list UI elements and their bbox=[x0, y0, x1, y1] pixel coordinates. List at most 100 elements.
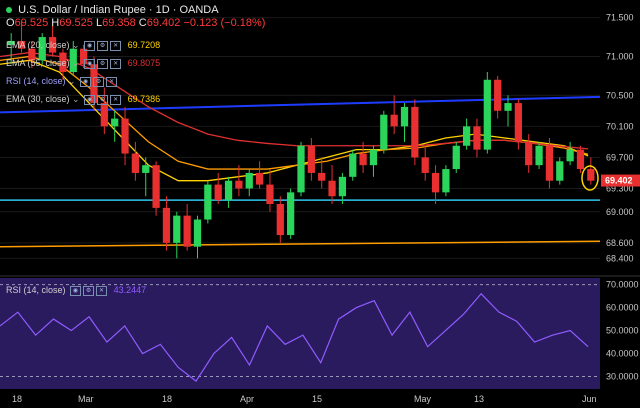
candle-body bbox=[566, 149, 574, 162]
candle bbox=[369, 145, 378, 177]
rsi-panel-value: 43.2447 bbox=[113, 285, 147, 295]
candle bbox=[183, 204, 191, 251]
rsi-panel-close-icon[interactable]: ✕ bbox=[96, 285, 108, 296]
ema30-chevron-icon[interactable]: ⌄ bbox=[72, 94, 80, 104]
rsi-line bbox=[0, 284, 600, 382]
candle-body bbox=[121, 118, 129, 154]
candle bbox=[142, 157, 150, 197]
rsi-main-eye-icon[interactable]: ◉ bbox=[80, 76, 92, 87]
price-axis: 71.500 71.000 70.500 70.100 69.700 69.300 69.0… bbox=[601, 13, 640, 263]
candle bbox=[287, 188, 295, 239]
legend-ema20[interactable]: EMA (20, close) ⌄ ◉ ⚙ ✕ 69.7208 bbox=[6, 40, 160, 51]
ema20-eye-icon[interactable]: ◉ bbox=[84, 40, 96, 51]
legend-ema30[interactable]: EMA (30, close) ⌄ ◉ ⚙ ✕ 69.7386 bbox=[6, 94, 160, 105]
time-axis: 18 Mar 18 Apr 15 May 13 Jun bbox=[12, 394, 597, 404]
candle bbox=[411, 99, 419, 166]
candle bbox=[111, 110, 119, 142]
rsi-series-line bbox=[0, 292, 589, 382]
candle-body bbox=[214, 184, 222, 201]
rsi-panel-bg bbox=[0, 278, 600, 389]
candle bbox=[462, 118, 471, 150]
candle bbox=[338, 172, 347, 204]
candle-body bbox=[390, 114, 398, 127]
ema-lines bbox=[0, 51, 589, 182]
candle bbox=[307, 138, 315, 181]
price-tick-label: 71.500 bbox=[606, 13, 634, 23]
candle bbox=[152, 161, 160, 216]
candle bbox=[297, 141, 305, 197]
candle bbox=[276, 196, 284, 243]
candle bbox=[535, 141, 543, 170]
candle-body bbox=[266, 184, 274, 204]
candle-body bbox=[245, 172, 253, 189]
candle bbox=[59, 48, 67, 80]
ema30-close-icon[interactable]: ✕ bbox=[110, 94, 122, 105]
rsi-tick-label: 40.0000 bbox=[606, 349, 639, 359]
rsi-main-chevron-icon[interactable]: ⌄ bbox=[68, 76, 76, 86]
legend-rsi-panel[interactable]: RSI (14, close) ◉ ⚙ ✕ 43.2447 bbox=[6, 285, 146, 296]
candle bbox=[255, 161, 264, 189]
candle-body bbox=[318, 172, 326, 181]
candle bbox=[48, 25, 57, 57]
time-tick-label: Mar bbox=[78, 394, 94, 404]
candle-body bbox=[224, 180, 233, 201]
time-tick-label: Jun bbox=[582, 394, 597, 404]
legend-ema55[interactable]: EMA (55, close) ⌄ ◉ ⚙ ✕ 69.8075 bbox=[6, 58, 160, 69]
candles bbox=[7, 21, 595, 259]
candle-body bbox=[576, 149, 585, 170]
ema30-eye-icon[interactable]: ◉ bbox=[84, 94, 96, 105]
candle-body bbox=[307, 145, 315, 173]
ema20-settings-icon[interactable]: ⚙ bbox=[97, 40, 109, 51]
legend-rsi-main[interactable]: RSI (14, close) ⌄ ◉ ⚙ ✕ bbox=[6, 76, 118, 87]
candle-body bbox=[452, 145, 460, 170]
candle bbox=[556, 157, 564, 185]
low-label: L bbox=[95, 17, 103, 29]
time-tick-label: 15 bbox=[312, 394, 322, 404]
ema55-eye-icon[interactable]: ◉ bbox=[84, 58, 96, 69]
rsi-tick-label: 60.0000 bbox=[606, 303, 639, 313]
candle-body bbox=[535, 145, 543, 166]
ema20-close-icon[interactable]: ✕ bbox=[110, 40, 122, 51]
candle bbox=[504, 95, 512, 127]
candle-body bbox=[7, 40, 15, 45]
symbol-status-dot bbox=[6, 7, 12, 14]
candle bbox=[525, 134, 533, 173]
symbol-title: U.S. Dollar / Indian Rupee · 1D · OANDA bbox=[18, 4, 219, 16]
ema55-settings-icon[interactable]: ⚙ bbox=[97, 58, 109, 69]
price-tick-label: 69.700 bbox=[606, 152, 634, 162]
candle-body bbox=[411, 106, 419, 158]
candle-body bbox=[255, 172, 264, 185]
candle-body bbox=[162, 207, 171, 243]
close-value: 69.402 bbox=[146, 17, 181, 29]
rsi-main-name: RSI (14, close) bbox=[6, 76, 66, 86]
symbol-header: U.S. Dollar / Indian Rupee · 1D · OANDA bbox=[6, 4, 219, 16]
rsi-main-close-icon[interactable]: ✕ bbox=[106, 76, 118, 87]
high-value: 69.525 bbox=[59, 17, 93, 29]
rsi-main-settings-icon[interactable]: ⚙ bbox=[93, 76, 105, 87]
rsi-panel-settings-icon[interactable]: ⚙ bbox=[83, 285, 95, 296]
ema55-close-icon[interactable]: ✕ bbox=[110, 58, 122, 69]
price-tick-label: 70.500 bbox=[606, 90, 634, 100]
candle-body bbox=[204, 184, 212, 220]
candle bbox=[349, 149, 357, 181]
ema30-name: EMA (30, close) bbox=[6, 94, 70, 104]
candle bbox=[421, 145, 429, 181]
candle-body bbox=[483, 79, 491, 150]
candle-body bbox=[69, 48, 77, 72]
open-label: O bbox=[6, 17, 15, 29]
candle bbox=[224, 176, 233, 208]
candle-body bbox=[59, 52, 67, 72]
candle-body bbox=[514, 103, 522, 142]
ema55-chevron-icon[interactable]: ⌄ bbox=[72, 58, 80, 68]
price-tick-label: 68.600 bbox=[606, 238, 634, 248]
ema20-chevron-icon[interactable]: ⌄ bbox=[72, 40, 80, 50]
candle bbox=[380, 110, 388, 154]
ema55-value: 69.8075 bbox=[127, 58, 161, 68]
time-tick-label: May bbox=[414, 394, 432, 404]
ema20-value: 69.7208 bbox=[127, 40, 161, 50]
candle bbox=[587, 157, 595, 185]
ema30-settings-icon[interactable]: ⚙ bbox=[97, 94, 109, 105]
candle bbox=[235, 165, 243, 197]
candle-body bbox=[276, 204, 284, 236]
rsi-panel-eye-icon[interactable]: ◉ bbox=[70, 285, 82, 296]
